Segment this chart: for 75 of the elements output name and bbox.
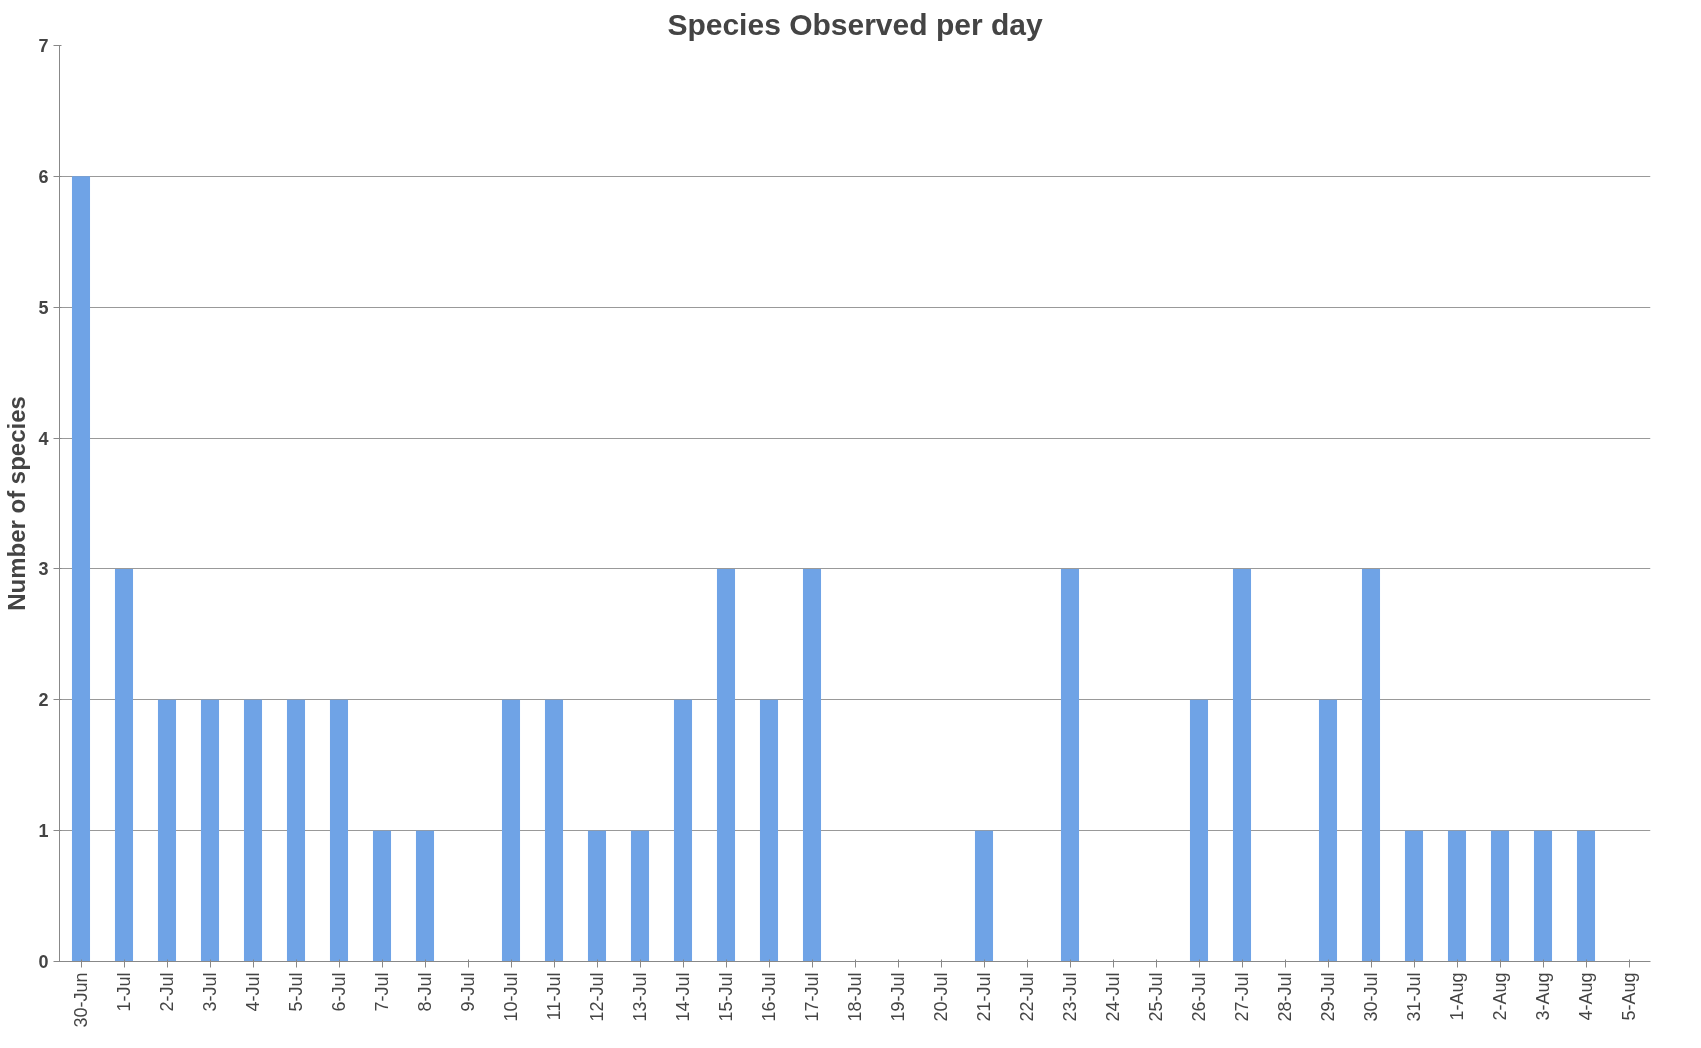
x-tick-label: 13-Jul [630, 972, 650, 1022]
x-tick-label: 28-Jul [1275, 972, 1295, 1022]
x-tick-label: 15-Jul [716, 972, 736, 1022]
x-tick-label: 10-Jul [501, 972, 521, 1022]
x-tick-label: 3-Jul [200, 972, 220, 1012]
x-tick-label: 8-Jul [415, 972, 435, 1012]
x-tick-label: 2-Jul [157, 972, 177, 1012]
bar [587, 830, 607, 962]
x-tick-label: 5-Jul [286, 972, 306, 1012]
y-tick-label: 3 [38, 559, 49, 580]
y-tick-label: 1 [38, 821, 49, 842]
bar [157, 699, 177, 962]
bar [974, 830, 994, 962]
x-tick-label: 2-Aug [1490, 972, 1510, 1021]
y-tick-label: 0 [38, 952, 49, 972]
bar [1533, 830, 1553, 962]
chart-title: Species Observed per day [667, 7, 1043, 41]
x-tick-label: 26-Jul [1189, 972, 1209, 1022]
bar [759, 699, 779, 962]
x-tick-label: 5-Aug [1619, 972, 1639, 1021]
x-tick-label: 9-Jul [458, 972, 478, 1012]
x-tick-label: 18-Jul [845, 972, 865, 1022]
bar [372, 830, 392, 962]
x-tick-label: 24-Jul [1103, 972, 1123, 1022]
bar [1361, 568, 1381, 962]
x-tick-label: 4-Jul [243, 972, 263, 1012]
x-tick-label: 22-Jul [1017, 972, 1037, 1022]
bar [1447, 830, 1467, 962]
bar [1189, 699, 1209, 962]
bar [286, 699, 306, 962]
x-tick-label: 1-Aug [1447, 972, 1467, 1021]
bar [329, 699, 349, 962]
x-tick-label: 1-Jul [114, 972, 134, 1012]
bar [544, 699, 564, 962]
bar [71, 176, 91, 962]
bar [1318, 699, 1338, 962]
x-tick-label: 19-Jul [888, 972, 908, 1022]
x-tick-label: 20-Jul [931, 972, 951, 1022]
x-tick-label: 7-Jul [372, 972, 392, 1012]
bar [1060, 568, 1080, 962]
y-tick-label: 4 [38, 428, 49, 449]
bar [501, 699, 521, 962]
x-tick-label: 3-Aug [1533, 972, 1553, 1021]
bar [243, 699, 263, 962]
y-axis-title: Number of species [3, 396, 31, 611]
x-tick-label: 31-Jul [1404, 972, 1424, 1022]
bar [1232, 568, 1252, 962]
x-tick-label: 4-Aug [1576, 972, 1596, 1021]
bar [1404, 830, 1424, 962]
bar [716, 568, 736, 962]
x-tick-label: 30-Jun [71, 972, 91, 1028]
bar [415, 830, 435, 962]
x-tick-label: 17-Jul [802, 972, 822, 1022]
bar [802, 568, 822, 962]
x-tick-label: 21-Jul [974, 972, 994, 1022]
x-tick-label: 27-Jul [1232, 972, 1252, 1022]
bar [630, 830, 650, 962]
x-tick-label: 29-Jul [1318, 972, 1338, 1022]
x-tick-label: 23-Jul [1060, 972, 1080, 1022]
x-tick-label: 12-Jul [587, 972, 607, 1022]
x-tick-label: 6-Jul [329, 972, 349, 1012]
x-tick-label: 30-Jul [1361, 972, 1381, 1022]
y-tick-label: 5 [38, 297, 49, 318]
x-tick-label: 25-Jul [1146, 972, 1166, 1022]
y-tick-label: 6 [38, 166, 49, 187]
x-tick-label: 16-Jul [759, 972, 779, 1022]
bar [673, 699, 693, 962]
x-tick-label: 11-Jul [544, 972, 564, 1021]
bar [200, 699, 220, 962]
bar [1576, 830, 1596, 962]
y-tick-label: 2 [38, 690, 49, 711]
x-tick-label: 14-Jul [673, 972, 693, 1022]
bar [114, 568, 134, 962]
y-tick-label: 7 [38, 36, 49, 56]
bar [1490, 830, 1510, 962]
